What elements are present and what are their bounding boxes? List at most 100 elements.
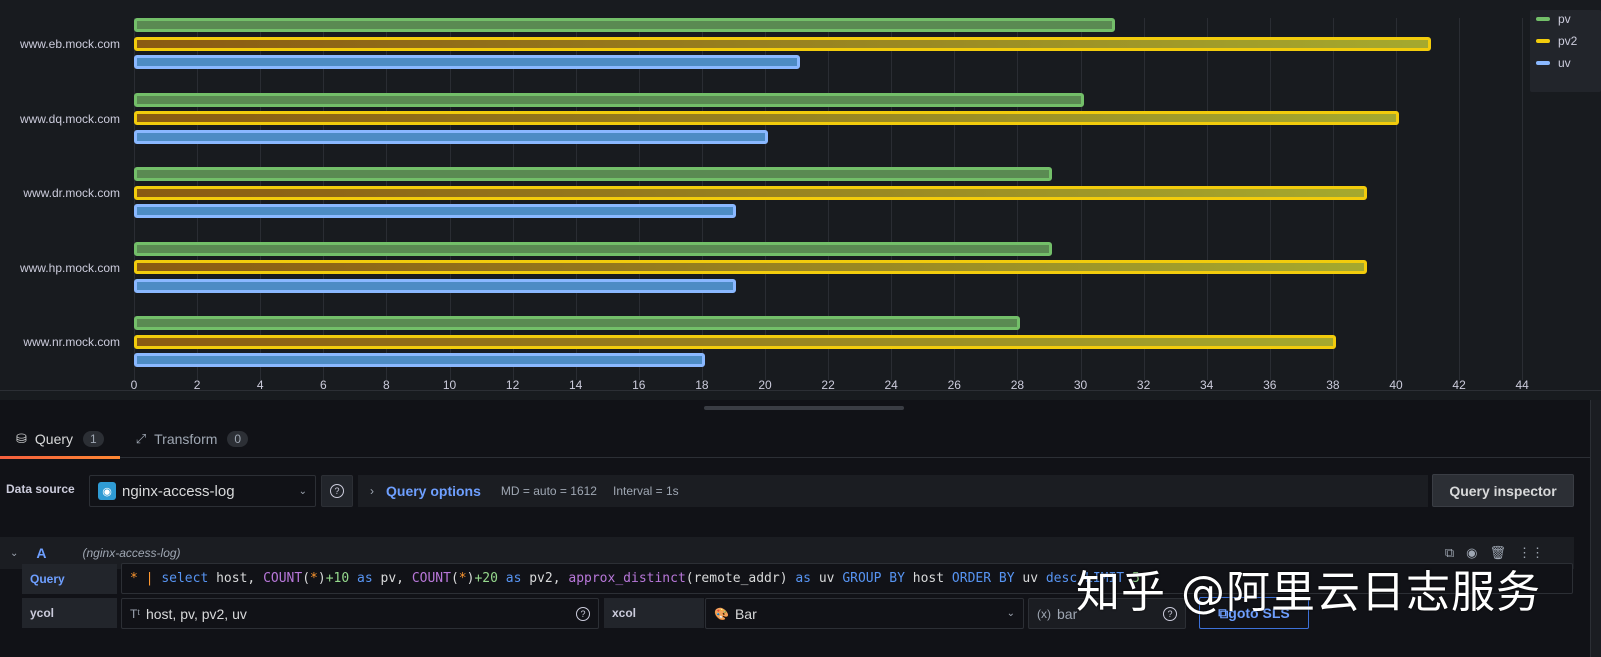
variable-icon: (x) <box>1037 606 1051 621</box>
xcol-select[interactable]: 🎨 Bar ⌄ <box>705 598 1024 629</box>
query-inspector-button[interactable]: Query inspector <box>1432 474 1574 507</box>
datasource-name: nginx-access-log <box>122 482 235 500</box>
bar-pv[interactable] <box>134 92 1084 107</box>
x-tick-label: 44 <box>1515 378 1529 392</box>
x-tick-label: 8 <box>383 378 390 392</box>
y-category-label: www.eb.mock.com <box>19 37 120 51</box>
legend-swatch-icon <box>1536 17 1550 21</box>
legend-label: pv <box>1558 12 1571 26</box>
palette-icon: 🎨 <box>714 606 729 621</box>
x-tick-label: 10 <box>442 378 457 392</box>
query-options-title: Query options <box>386 483 481 499</box>
bar-pv[interactable] <box>134 167 1052 181</box>
x-tick-label: 30 <box>1073 378 1088 392</box>
ycol-label: ycol <box>22 598 117 628</box>
chevron-right-icon: › <box>370 484 374 498</box>
x-tick-label: 18 <box>695 378 709 392</box>
legend-item-pv[interactable]: pv <box>1530 8 1601 30</box>
x-tick-label: 12 <box>505 378 520 392</box>
x-tick-label: 0 <box>130 378 138 392</box>
datasource-select[interactable]: ◉ nginx-access-log ⌄ <box>89 475 316 507</box>
xcol-label-text: xcol <box>612 606 637 620</box>
gridline <box>1459 18 1461 380</box>
query-ref-id[interactable]: A <box>36 545 47 561</box>
x-tick-label: 2 <box>193 378 201 392</box>
tab-transform[interactable]: ⤢ Transform 0 <box>120 420 264 458</box>
x-tick-label: 14 <box>569 378 583 392</box>
bar-pv[interactable] <box>134 241 1052 256</box>
y-category-label: www.hp.mock.com <box>19 260 120 275</box>
bar-chart-panel: 0 2 4 6 8 10 12 14 16 18 20 22 24 26 28 30 32 34 36 38 40 42 4… <box>19 18 1529 392</box>
max-datapoints: MD = auto = 1612 <box>500 484 597 498</box>
goto-sls-label: goto SLS <box>1228 605 1290 621</box>
database-icon: ⛁ <box>16 431 27 446</box>
bar-input[interactable]: (x) bar ? <box>1028 598 1186 629</box>
ycol-label-text: ycol <box>30 606 55 620</box>
bar-uv[interactable] <box>134 204 737 218</box>
ycol-input[interactable]: Tᵗ host, pv, pv2, uv ? <box>121 598 599 629</box>
external-link-icon: ⧉ <box>1218 604 1229 621</box>
text-type-icon: Tᵗ <box>130 606 140 621</box>
chevron-down-icon: ⌄ <box>1006 608 1015 619</box>
help-icon[interactable]: ? <box>1163 606 1177 621</box>
bar-pv2[interactable] <box>134 111 1399 125</box>
x-tick-label: 40 <box>1389 378 1403 392</box>
query-options-toggle[interactable]: › Query options MD = auto = 1612 Interva… <box>358 475 1428 507</box>
eye-icon[interactable]: ◉ <box>1466 545 1478 560</box>
trash-icon[interactable]: 🗑 <box>1489 545 1506 560</box>
bar-uv[interactable] <box>134 129 768 144</box>
bar-uv[interactable] <box>134 55 800 69</box>
help-icon: ? <box>330 484 344 498</box>
panel-resize-handle[interactable] <box>704 406 904 410</box>
tab-query[interactable]: ⛁ Query 1 <box>0 420 120 459</box>
datasource-help-button[interactable]: ? <box>321 475 353 507</box>
query-actions: ⧉ ◉ 🗑 ⋮⋮ <box>1445 545 1544 561</box>
bar-pv2[interactable] <box>134 334 1336 349</box>
ycol-value: host, pv, pv2, uv <box>145 605 247 622</box>
legend-item-uv[interactable]: uv <box>1530 52 1601 74</box>
help-icon[interactable]: ? <box>576 606 590 621</box>
gridline <box>1522 18 1524 380</box>
chart-legend: pv pv2 uv <box>1530 8 1601 93</box>
y-category-label: www.dr.mock.com <box>23 186 120 200</box>
tab-query-count: 1 <box>83 431 104 447</box>
legend-item-pv2[interactable]: pv2 <box>1530 30 1601 52</box>
query-label-text: Query <box>30 572 65 586</box>
bar-uv[interactable] <box>134 353 705 367</box>
duplicate-icon[interactable]: ⧉ <box>1444 545 1455 560</box>
bar-pv2[interactable] <box>134 185 1368 200</box>
x-tick-label: 28 <box>1010 378 1025 392</box>
x-tick-label: 4 <box>256 378 264 392</box>
datasource-label: Data source <box>6 482 75 496</box>
query-field-label: Query <box>22 564 117 594</box>
tab-query-label: Query <box>34 431 74 447</box>
legend-swatch-icon <box>1536 61 1550 65</box>
query-editor[interactable]: * | select host, COUNT(*)+10 as pv, COUN… <box>121 563 1573 594</box>
x-tick-label: 42 <box>1452 378 1466 392</box>
chevron-down-icon: ⌄ <box>298 485 307 497</box>
bar-pv2[interactable] <box>134 36 1431 51</box>
transform-icon: ⤢ <box>135 431 147 446</box>
bar-pv[interactable] <box>134 18 1116 32</box>
bar-uv[interactable] <box>134 278 737 293</box>
scrollbar[interactable] <box>1590 400 1601 657</box>
goto-sls-button[interactable]: ⧉ goto SLS <box>1199 597 1309 629</box>
sls-logo-icon: ◉ <box>98 482 116 500</box>
gridline <box>1396 18 1397 380</box>
x-tick-label: 34 <box>1200 378 1214 392</box>
query-datasource: (nginx-access-log) <box>82 546 181 560</box>
bar-pv2[interactable] <box>134 260 1368 274</box>
x-tick-label: 26 <box>947 378 961 392</box>
y-category-label: www.dq.mock.com <box>19 111 120 126</box>
divider <box>0 390 1601 391</box>
bar-pv[interactable] <box>134 316 1021 330</box>
x-tick-label: 16 <box>632 378 646 392</box>
xcol-value: Bar <box>734 605 757 622</box>
legend-label: pv2 <box>1558 34 1578 48</box>
query-code: * | select host, COUNT(*)+10 as pv, COUN… <box>130 571 1140 586</box>
query-row-a: ⌄ A (nginx-access-log) ⧉ ◉ 🗑 ⋮⋮ Query * … <box>0 537 1574 657</box>
datasource-row: Data source ◉ nginx-access-log ⌄ ? › Que… <box>0 474 1601 508</box>
drag-handle-icon[interactable]: ⋮⋮ <box>1518 545 1544 560</box>
collapse-chevron-icon[interactable]: ⌄ <box>10 547 19 559</box>
